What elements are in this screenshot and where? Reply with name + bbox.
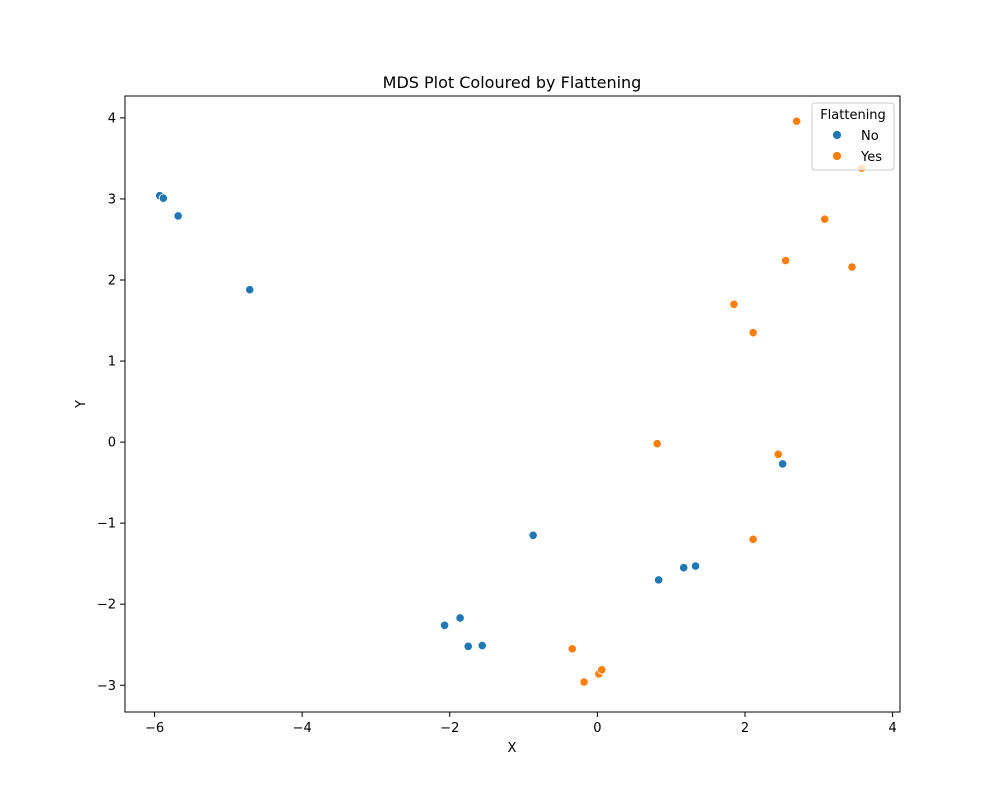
x-tick-label: 0 bbox=[593, 721, 601, 736]
x-tick-label: −4 bbox=[293, 721, 312, 736]
x-tick-label: 4 bbox=[888, 721, 896, 736]
y-tick-label: −2 bbox=[97, 598, 116, 613]
y-tick-label: 2 bbox=[108, 273, 116, 288]
data-point-yes bbox=[820, 214, 830, 224]
data-point-no bbox=[439, 620, 450, 630]
y-tick-label: −3 bbox=[97, 679, 116, 694]
data-point-no bbox=[455, 613, 465, 623]
data-point-no bbox=[477, 640, 487, 651]
data-point-yes bbox=[748, 328, 758, 338]
x-tick-label: −2 bbox=[440, 721, 459, 736]
data-point-yes bbox=[773, 449, 783, 459]
data-point-no bbox=[528, 530, 538, 540]
data-point-no bbox=[245, 285, 255, 295]
data-point-yes bbox=[652, 439, 662, 449]
data-point-no bbox=[778, 459, 788, 469]
legend-marker-yes bbox=[832, 151, 842, 161]
legend: Flattening No Yes bbox=[811, 102, 895, 171]
y-tick-label: 1 bbox=[108, 355, 116, 370]
data-point-no bbox=[463, 641, 473, 651]
data-point-yes bbox=[579, 677, 589, 687]
legend-label-yes: Yes bbox=[860, 150, 882, 165]
data-point-yes bbox=[597, 665, 607, 675]
data-point-no bbox=[158, 193, 168, 203]
plot-area-frame bbox=[124, 95, 901, 713]
legend-label-no: No bbox=[861, 129, 879, 144]
data-points bbox=[155, 116, 867, 687]
data-point-yes bbox=[729, 299, 739, 309]
y-tick-label: 3 bbox=[108, 192, 116, 207]
y-axis-label: Y bbox=[74, 400, 89, 409]
legend-box bbox=[811, 102, 895, 171]
axis-ticks: −6 −4 −2 0 2 4 −3 −2 −1 0 1 2 3 4 bbox=[97, 111, 897, 736]
legend-marker-no bbox=[832, 130, 842, 140]
data-point-no bbox=[690, 561, 701, 571]
x-tick-label: 2 bbox=[741, 721, 749, 736]
x-tick-label: −6 bbox=[145, 721, 164, 736]
x-axis-label: X bbox=[508, 741, 517, 756]
data-point-no bbox=[654, 575, 664, 585]
data-point-yes bbox=[792, 116, 802, 126]
data-point-yes bbox=[847, 262, 857, 272]
data-point-yes bbox=[567, 644, 577, 654]
data-point-no bbox=[173, 211, 183, 221]
y-tick-label: 0 bbox=[108, 436, 116, 451]
data-point-yes bbox=[748, 534, 758, 544]
y-tick-label: 4 bbox=[108, 111, 116, 126]
legend-title: Flattening bbox=[820, 108, 886, 123]
y-tick-label: −1 bbox=[97, 517, 116, 532]
data-point-no bbox=[679, 563, 689, 573]
chart-title: MDS Plot Coloured by Flattening bbox=[383, 73, 642, 92]
data-point-yes bbox=[780, 255, 791, 266]
